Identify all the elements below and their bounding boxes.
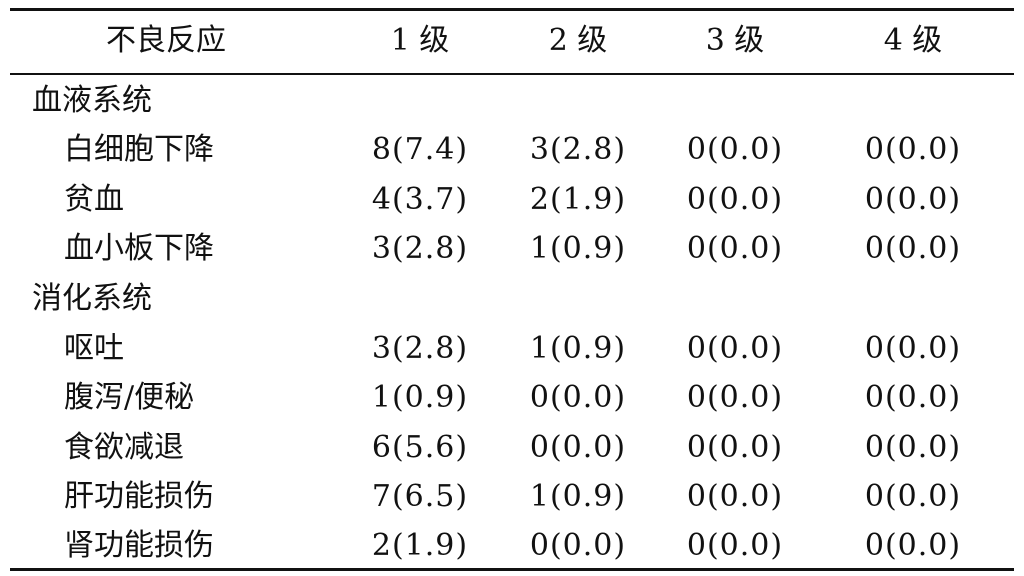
table-top-rule	[10, 8, 1014, 11]
table-header-rule	[10, 73, 1014, 75]
row-label: 呕吐	[64, 331, 124, 366]
grade-1-value: 4(3.7)	[371, 182, 469, 217]
grade-3-value: 0(0.0)	[686, 331, 784, 366]
grade-2-value: 1(0.9)	[529, 331, 627, 366]
table-row: 贫血 4(3.7) 2(1.9) 0(0.0) 0(0.0)	[10, 175, 1014, 225]
grade-2-value: 0(0.0)	[529, 528, 627, 563]
grade-2-value: 1(0.9)	[529, 231, 627, 266]
grade-2-value: 0(0.0)	[529, 430, 627, 465]
grade-1-value: 8(7.4)	[371, 132, 469, 167]
grade-2-value: 2(1.9)	[529, 182, 627, 217]
table-row: 呕吐 3(2.8) 1(0.9) 0(0.0) 0(0.0)	[10, 324, 1014, 374]
row-label: 肝功能损伤	[64, 479, 214, 514]
table-row: 食欲减退 6(5.6) 0(0.0) 0(0.0) 0(0.0)	[10, 423, 1014, 473]
grade-1-value: 3(2.8)	[371, 331, 469, 366]
header-grade-3: 3 级	[705, 23, 765, 58]
table-header-row: 不良反应 1 级 2 级 3 级 4 级	[10, 16, 1014, 66]
row-label: 肾功能损伤	[64, 528, 214, 563]
grade-4-value: 0(0.0)	[864, 528, 962, 563]
grade-3-value: 0(0.0)	[686, 231, 784, 266]
header-adverse-reaction: 不良反应	[106, 23, 226, 58]
grade-4-value: 0(0.0)	[864, 132, 962, 167]
grade-1-value: 7(6.5)	[371, 479, 469, 514]
table-row: 白细胞下降 8(7.4) 3(2.8) 0(0.0) 0(0.0)	[10, 125, 1014, 175]
table-row: 血小板下降 3(2.8) 1(0.9) 0(0.0) 0(0.0)	[10, 224, 1014, 274]
grade-4-value: 0(0.0)	[864, 430, 962, 465]
grade-3-value: 0(0.0)	[686, 528, 784, 563]
grade-2-value: 0(0.0)	[529, 380, 627, 415]
table-bottom-rule	[10, 568, 1014, 571]
group-row-hematologic: 血液系统	[10, 76, 1014, 126]
grade-3-value: 0(0.0)	[686, 479, 784, 514]
header-grade-1: 1 级	[390, 23, 450, 58]
grade-3-value: 0(0.0)	[686, 380, 784, 415]
grade-2-value: 1(0.9)	[529, 479, 627, 514]
grade-4-value: 0(0.0)	[864, 331, 962, 366]
group-label: 血液系统	[32, 83, 152, 118]
grade-1-value: 6(5.6)	[371, 430, 469, 465]
grade-4-value: 0(0.0)	[864, 479, 962, 514]
adverse-reaction-table: 不良反应 1 级 2 级 3 级 4 级 血液系统 白细胞下降 8(7.4) 3…	[10, 8, 1014, 571]
row-label: 腹泻/便秘	[64, 380, 195, 415]
grade-4-value: 0(0.0)	[864, 182, 962, 217]
grade-3-value: 0(0.0)	[686, 182, 784, 217]
grade-3-value: 0(0.0)	[686, 430, 784, 465]
grade-1-value: 3(2.8)	[371, 231, 469, 266]
group-label: 消化系统	[32, 281, 152, 316]
grade-3-value: 0(0.0)	[686, 132, 784, 167]
row-label: 食欲减退	[64, 430, 184, 465]
row-label: 血小板下降	[64, 231, 214, 266]
row-label: 白细胞下降	[64, 132, 214, 167]
header-grade-2: 2 级	[548, 23, 608, 58]
grade-2-value: 3(2.8)	[529, 132, 627, 167]
table-row: 腹泻/便秘 1(0.9) 0(0.0) 0(0.0) 0(0.0)	[10, 373, 1014, 423]
grade-4-value: 0(0.0)	[864, 380, 962, 415]
table-row: 肾功能损伤 2(1.9) 0(0.0) 0(0.0) 0(0.0)	[10, 521, 1014, 571]
group-row-digestive: 消化系统	[10, 274, 1014, 324]
grade-1-value: 2(1.9)	[371, 528, 469, 563]
header-grade-4: 4 级	[883, 23, 943, 58]
grade-1-value: 1(0.9)	[371, 380, 469, 415]
row-label: 贫血	[64, 182, 124, 217]
table-row: 肝功能损伤 7(6.5) 1(0.9) 0(0.0) 0(0.0)	[10, 472, 1014, 522]
grade-4-value: 0(0.0)	[864, 231, 962, 266]
